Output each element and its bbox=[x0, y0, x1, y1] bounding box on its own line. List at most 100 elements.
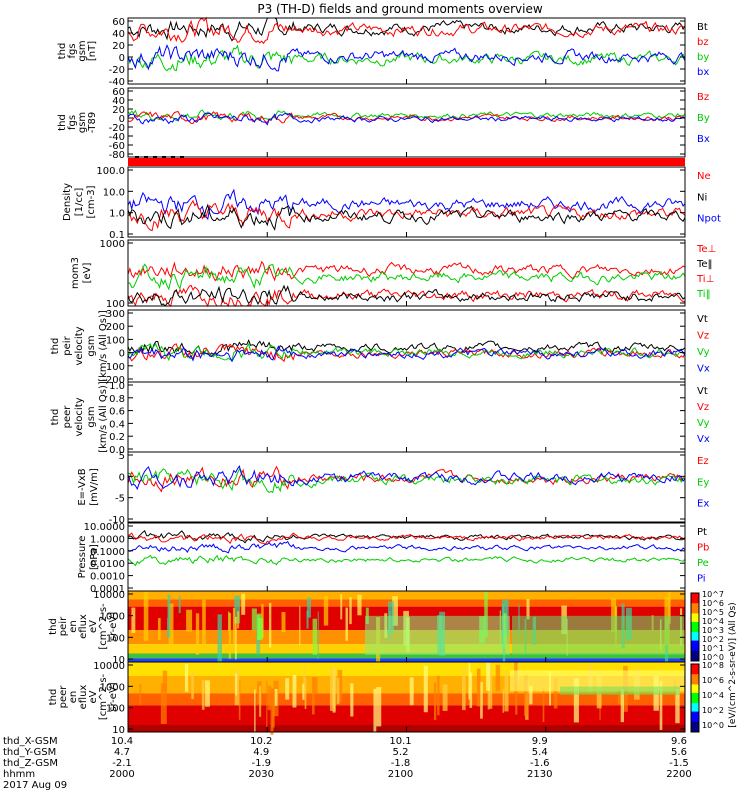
colorbar-lower bbox=[691, 725, 699, 728]
y-tick-label: 60 bbox=[112, 87, 125, 98]
spectrogram-streak bbox=[191, 670, 194, 700]
spectrogram-streak bbox=[409, 677, 414, 706]
y-tick-label: 20 bbox=[112, 41, 125, 52]
spectrogram-region bbox=[512, 615, 684, 655]
x-value-y: 5.6 bbox=[671, 747, 687, 758]
legend-Ni: Ni bbox=[697, 192, 707, 203]
colorbar-tick: 10^4 bbox=[702, 691, 724, 700]
series-Vx bbox=[127, 345, 686, 363]
spectrogram-streak bbox=[620, 689, 624, 723]
colorbar-lower bbox=[691, 728, 699, 731]
y-axis-label: thd bbox=[57, 114, 68, 131]
colorbar-lower bbox=[691, 706, 699, 709]
colorbar-lower bbox=[691, 691, 699, 694]
y-tick-label: 0.1 bbox=[109, 230, 125, 241]
colorbar-upper bbox=[691, 608, 699, 611]
spectrogram-streak bbox=[617, 689, 622, 705]
spectrogram-streak bbox=[235, 616, 237, 660]
y-tick-label: 1.0000 bbox=[90, 534, 125, 545]
colorbar-upper bbox=[691, 659, 699, 662]
series-Vy bbox=[127, 342, 686, 362]
series-Bz bbox=[127, 111, 686, 125]
colorbar-upper bbox=[691, 647, 699, 650]
spectrogram-region bbox=[510, 670, 684, 692]
series-Ni bbox=[127, 203, 686, 231]
series-Ex bbox=[127, 465, 686, 491]
y-tick-label: 5 bbox=[119, 451, 125, 462]
y-tick-label: 1000 bbox=[100, 682, 125, 693]
spectrogram-streak bbox=[251, 608, 257, 630]
colorbar-tick: 10^7 bbox=[702, 590, 724, 599]
spectrogram-streak bbox=[281, 612, 286, 633]
series-By bbox=[127, 109, 686, 122]
colorbar-lower-frame bbox=[690, 663, 700, 733]
colorbar-upper bbox=[691, 604, 699, 608]
colorbar-tick: 10^0 bbox=[702, 721, 724, 730]
colorbar-lower bbox=[691, 718, 699, 721]
y-axis-label: [cm^2-s- bbox=[98, 673, 109, 720]
legend-Vx: Vx bbox=[697, 364, 710, 375]
colorbar-upper bbox=[691, 655, 699, 659]
colorbar-lower bbox=[691, 682, 699, 685]
colorbar-tick: 10^6 bbox=[702, 676, 724, 685]
legend-Vy: Vy bbox=[697, 418, 710, 429]
colorbar-lower bbox=[691, 696, 699, 699]
spectrogram-streak bbox=[350, 683, 354, 717]
spectrogram-band bbox=[128, 693, 685, 706]
legend-Ey: Ey bbox=[697, 477, 709, 488]
y-tick-label: 100 bbox=[106, 335, 125, 346]
panel-frame bbox=[127, 381, 686, 453]
colorbar-upper bbox=[691, 611, 699, 614]
colorbar-lower bbox=[691, 664, 699, 667]
x-value-time: 2030 bbox=[249, 769, 274, 780]
x-row-label: 2017 Aug 09 bbox=[3, 780, 67, 791]
y-tick-label: -20 bbox=[109, 65, 125, 76]
spectrogram-streak bbox=[299, 605, 301, 645]
spectrogram-streak bbox=[257, 613, 262, 641]
colorbar-upper bbox=[691, 613, 699, 616]
spectrogram-band bbox=[128, 599, 685, 607]
legend-Vt: Vt bbox=[697, 314, 708, 325]
y-axis-label: sr-eV] bbox=[108, 682, 119, 711]
y-tick-label: 0.6 bbox=[109, 407, 125, 418]
spectrogram-streak bbox=[433, 682, 437, 721]
spectrogram-streak bbox=[376, 687, 382, 727]
legend-Ex: Ex bbox=[697, 499, 709, 510]
spectrogram-region bbox=[365, 615, 510, 655]
colorbar-lower bbox=[691, 670, 699, 673]
y-tick-label: -10 bbox=[109, 515, 125, 526]
x-value-z: -1.9 bbox=[251, 758, 271, 769]
spectrogram-streak bbox=[139, 683, 142, 706]
series-Pb bbox=[127, 532, 686, 546]
y-axis-label: peer bbox=[62, 405, 73, 429]
y-tick-label: -40 bbox=[109, 77, 125, 88]
x-value-x: 10.1 bbox=[389, 736, 411, 747]
colorbar-lower bbox=[691, 694, 699, 697]
spectrogram-streak bbox=[201, 679, 205, 710]
colorbar-upper bbox=[691, 638, 699, 642]
colorbar-lower bbox=[691, 674, 699, 677]
x-value-time: 2000 bbox=[109, 769, 134, 780]
series-Npot bbox=[127, 188, 686, 221]
colorbar-tick: 10^6 bbox=[702, 599, 724, 608]
spectrogram-streak bbox=[542, 687, 545, 723]
y-axis-label: en bbox=[68, 620, 79, 633]
spectrogram-streak bbox=[237, 611, 240, 629]
spectrogram-streak bbox=[202, 599, 206, 645]
colorbar-lower bbox=[691, 669, 699, 672]
series-Ti⊥ bbox=[127, 260, 686, 282]
spectrogram-streak bbox=[234, 595, 241, 624]
y-axis-label: Pressure bbox=[77, 536, 88, 579]
y-axis-label: eflux bbox=[78, 685, 89, 710]
y-axis-label: [1/cc] bbox=[74, 188, 85, 217]
x-value-time: 2100 bbox=[388, 769, 413, 780]
x-value-time: 2200 bbox=[666, 769, 691, 780]
colorbar-lower bbox=[691, 701, 699, 704]
legend-Pe: Pe bbox=[697, 558, 709, 569]
colorbar-lower bbox=[691, 704, 699, 707]
spectrogram-band bbox=[128, 653, 685, 659]
y-tick-label: 10 bbox=[112, 655, 125, 666]
y-tick-label: 0.1000 bbox=[90, 547, 125, 558]
x-value-x: 10.2 bbox=[250, 736, 272, 747]
